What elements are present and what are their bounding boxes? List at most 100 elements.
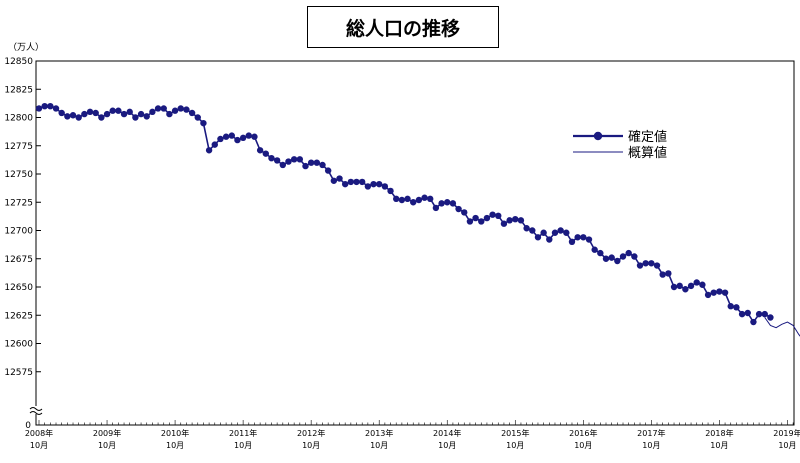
x-tick-label-year: 2017年: [637, 428, 665, 438]
data-point: [126, 108, 133, 116]
data-point: [466, 218, 474, 225]
data-point: [47, 103, 54, 110]
data-point: [517, 217, 525, 224]
data-point: [591, 246, 598, 253]
data-point: [721, 289, 729, 296]
data-point: [438, 200, 445, 207]
data-point: [256, 147, 264, 154]
data-point: [648, 260, 655, 267]
data-point: [376, 180, 383, 188]
data-point: [177, 105, 184, 112]
data-point: [166, 110, 173, 118]
data-point: [64, 113, 71, 120]
data-point: [693, 279, 700, 286]
data-point: [563, 229, 570, 236]
x-tick-label-year: 2011年: [229, 428, 257, 438]
x-tick-label-year: 2018年: [705, 428, 733, 438]
y-tick-label: 12750: [4, 170, 33, 180]
data-point: [676, 282, 683, 290]
data-point: [410, 199, 417, 206]
data-point: [52, 105, 60, 112]
axis-break-mask: [30, 406, 42, 414]
x-tick-label-month: 10月: [370, 441, 388, 450]
data-point: [103, 110, 111, 118]
y-tick-label: 12650: [4, 283, 33, 293]
x-tick-label-month: 10月: [438, 441, 456, 450]
data-point: [268, 154, 275, 162]
data-point: [290, 156, 298, 163]
y-tick-label: 12850: [4, 57, 33, 67]
data-point: [483, 214, 491, 222]
y-axis-unit-label: （万人）: [8, 43, 45, 53]
data-point: [733, 304, 740, 311]
x-tick-label-year: 2016年: [569, 428, 597, 438]
data-point: [222, 133, 230, 140]
data-point: [205, 147, 213, 154]
data-point: [432, 204, 440, 212]
data-point: [381, 183, 389, 190]
data-point: [404, 195, 411, 203]
data-point: [478, 218, 485, 225]
data-point: [761, 310, 768, 318]
data-point: [557, 227, 564, 234]
y-tick-label: 12700: [4, 227, 33, 237]
data-point: [217, 135, 224, 143]
data-point: [353, 178, 360, 186]
data-point: [489, 211, 496, 218]
data-point: [574, 234, 581, 241]
data-point: [665, 270, 672, 277]
data-point: [682, 286, 689, 293]
data-point: [330, 177, 338, 184]
y-tick-label: 12625: [4, 311, 33, 321]
data-point: [75, 114, 82, 121]
data-point: [115, 107, 122, 114]
y-tick-label: 12600: [4, 340, 33, 350]
data-point: [534, 234, 542, 241]
data-point: [636, 262, 644, 269]
data-point: [398, 196, 406, 204]
data-point: [444, 199, 451, 206]
data-point: [393, 195, 400, 203]
data-point: [279, 161, 287, 169]
data-point: [619, 253, 627, 260]
data-point: [597, 249, 604, 257]
data-point: [608, 254, 615, 261]
x-tick-label-year: 2015年: [501, 428, 529, 438]
y-axis: 12575 12600 12625 12650 12675 12700 12725 12750…: [4, 57, 43, 431]
data-point: [727, 303, 734, 310]
y-tick-label: 12800: [4, 114, 33, 124]
data-point: [495, 212, 502, 220]
data-point: [234, 136, 241, 144]
data-point: [387, 187, 394, 195]
data-point: [449, 200, 457, 207]
data-point: [336, 175, 343, 182]
data-point: [716, 288, 723, 295]
data-point: [120, 110, 128, 118]
data-point: [347, 178, 355, 186]
data-point: [614, 257, 621, 265]
data-point: [183, 106, 190, 113]
data-point: [580, 234, 587, 241]
data-point: [455, 205, 462, 213]
data-point: [149, 108, 156, 116]
y-tick-label: 12825: [4, 85, 33, 95]
data-point: [313, 159, 321, 166]
data-point: [540, 229, 547, 236]
y-tick-label: 12775: [4, 142, 33, 152]
data-point: [307, 159, 315, 166]
data-point: [642, 260, 649, 267]
data-point: [364, 183, 372, 190]
x-tick-label-month: 10月: [234, 441, 252, 450]
x-tick-label-year: 2009年: [93, 428, 121, 438]
chart-title: 総人口の推移: [307, 6, 499, 48]
data-point: [160, 105, 167, 112]
data-point: [551, 229, 559, 236]
data-point: [653, 262, 661, 269]
x-tick-label-year: 2013年: [365, 428, 393, 438]
data-point: [58, 109, 65, 117]
data-point: [188, 109, 196, 117]
data-point: [251, 133, 258, 140]
data-point: [755, 310, 763, 318]
